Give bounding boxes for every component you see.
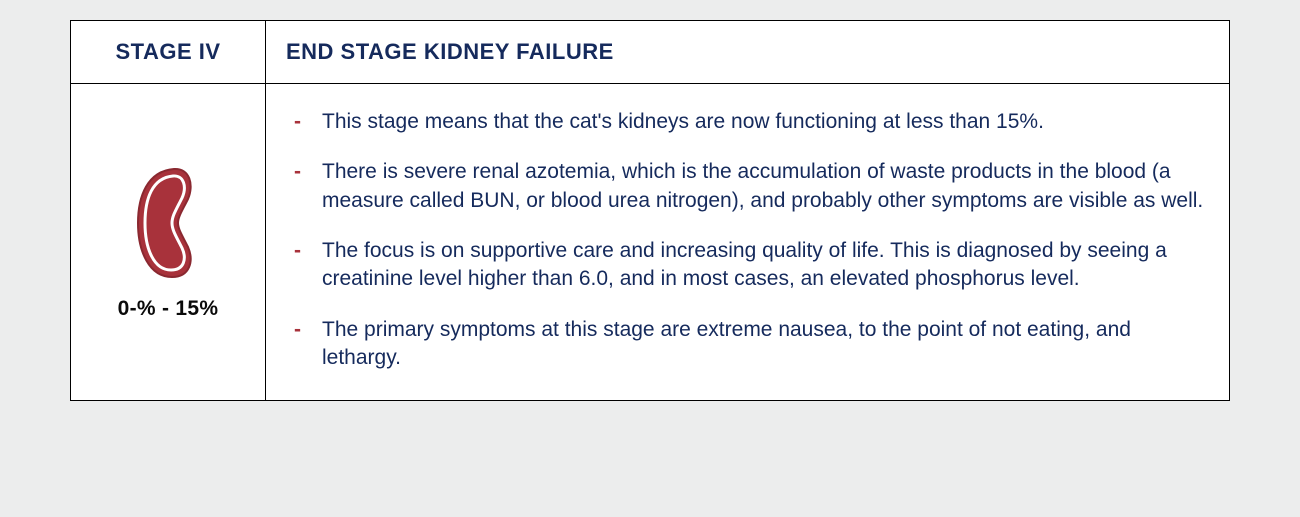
list-item: The primary symptoms at this stage are e… <box>288 316 1207 373</box>
stage-card: STAGE IV END STAGE KIDNEY FAILURE 0-% - … <box>70 20 1230 401</box>
stage-title: END STAGE KIDNEY FAILURE <box>266 21 1229 84</box>
right-panel: This stage means that the cat's kidneys … <box>266 84 1229 400</box>
list-item: The focus is on supportive care and incr… <box>288 237 1207 294</box>
left-panel: 0-% - 15% <box>71 84 266 400</box>
stage-label: STAGE IV <box>71 21 266 84</box>
list-item: This stage means that the cat's kidneys … <box>288 108 1207 136</box>
kidney-icon <box>132 163 204 283</box>
list-item: There is severe renal azotemia, which is… <box>288 158 1207 215</box>
function-range: 0-% - 15% <box>118 297 219 321</box>
bullet-list: This stage means that the cat's kidneys … <box>288 108 1207 372</box>
